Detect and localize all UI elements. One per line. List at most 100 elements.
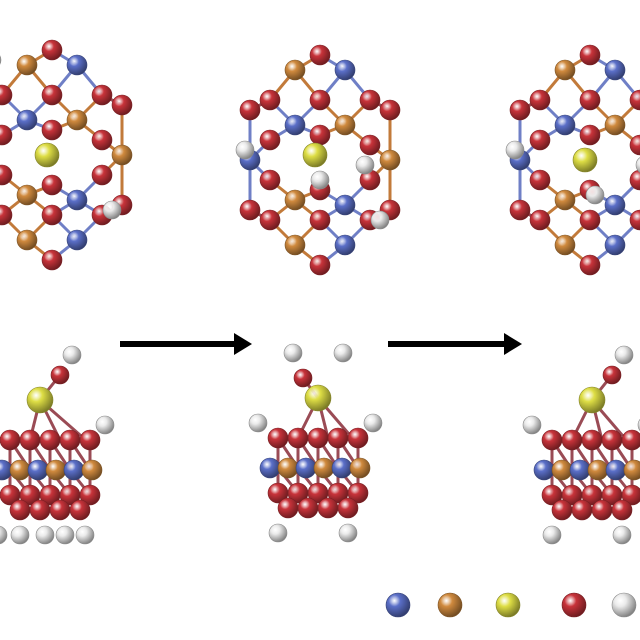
white-atom	[35, 525, 55, 545]
reaction-arrow-2	[388, 333, 522, 355]
red-atom	[259, 169, 281, 191]
red-atom	[50, 365, 70, 385]
white-atom	[370, 210, 390, 230]
red-atom	[551, 499, 573, 521]
red-atom	[347, 482, 369, 504]
red-atom	[561, 429, 583, 451]
red-atom	[41, 204, 63, 226]
white-atom	[55, 525, 75, 545]
red-atom	[509, 199, 531, 221]
orange-atom	[334, 114, 356, 136]
red-atom	[579, 209, 601, 231]
white-atom	[62, 345, 82, 365]
red-atom	[59, 429, 81, 451]
blue-atom	[295, 457, 317, 479]
white-atom	[338, 523, 358, 543]
red-atom	[0, 204, 13, 226]
yellow-atom	[302, 142, 328, 168]
red-atom	[309, 209, 331, 231]
red-atom	[611, 499, 633, 521]
red-atom	[309, 254, 331, 276]
blue-atom	[533, 459, 555, 481]
blue-atom	[604, 234, 626, 256]
red-atom	[621, 429, 640, 451]
red-atom	[629, 134, 640, 156]
red-atom	[621, 484, 640, 506]
arrow-layer	[120, 333, 522, 355]
white-atom	[75, 525, 95, 545]
red-atom	[629, 209, 640, 231]
red-atom	[41, 84, 63, 106]
red-atom	[579, 44, 601, 66]
blue-atom	[284, 114, 306, 136]
red-atom	[359, 89, 381, 111]
red-atom	[629, 89, 640, 111]
red-atom	[41, 119, 63, 141]
white-atom	[355, 155, 375, 175]
red-atom	[41, 174, 63, 196]
red-atom	[293, 368, 313, 388]
red-atom	[41, 249, 63, 271]
blue-atom	[604, 59, 626, 81]
red-atom	[91, 84, 113, 106]
reaction-arrow-1	[120, 333, 252, 355]
red-atom	[602, 365, 622, 385]
red-atom	[41, 39, 63, 61]
orange-atom	[349, 457, 371, 479]
orange-atom	[623, 459, 640, 481]
blue-atom	[334, 234, 356, 256]
white-atom	[95, 415, 115, 435]
side-view-structure-1	[0, 345, 115, 545]
red-atom	[359, 134, 381, 156]
red-atom	[337, 497, 359, 519]
white-atom	[10, 525, 30, 545]
orange-atom	[66, 109, 88, 131]
white-atom	[585, 185, 605, 205]
orange-atom	[284, 234, 306, 256]
orange-atom	[379, 149, 401, 171]
red-atom	[39, 429, 61, 451]
white-atom	[248, 413, 268, 433]
red-atom	[541, 429, 563, 451]
orange-atom	[16, 184, 38, 206]
red-atom	[579, 124, 601, 146]
red-atom	[267, 427, 289, 449]
red-atom	[49, 499, 71, 521]
legend-red-atom	[561, 592, 587, 618]
blue-atom	[604, 194, 626, 216]
red-atom	[309, 124, 331, 146]
top-view-structure-3	[505, 44, 640, 276]
red-atom	[579, 254, 601, 276]
blue-atom	[569, 459, 591, 481]
white-atom	[505, 140, 525, 160]
red-atom	[579, 89, 601, 111]
blue-atom	[554, 114, 576, 136]
white-atom	[522, 415, 542, 435]
red-atom	[529, 209, 551, 231]
orange-atom	[284, 59, 306, 81]
blue-atom	[66, 189, 88, 211]
blue-atom	[259, 457, 281, 479]
red-atom	[69, 499, 91, 521]
red-atom	[0, 429, 21, 451]
orange-atom	[9, 459, 31, 481]
red-atom	[309, 44, 331, 66]
yellow-atom	[26, 386, 54, 414]
red-atom	[509, 99, 531, 121]
legend-orange-atom	[437, 592, 463, 618]
yellow-atom	[34, 142, 60, 168]
blue-atom	[334, 194, 356, 216]
red-atom	[259, 209, 281, 231]
white-atom	[283, 343, 303, 363]
red-atom	[347, 427, 369, 449]
red-atom	[601, 429, 623, 451]
orange-atom	[81, 459, 103, 481]
red-atom	[529, 169, 551, 191]
atom-layer	[0, 39, 640, 545]
white-atom	[268, 523, 288, 543]
orange-atom	[277, 457, 299, 479]
red-atom	[79, 484, 101, 506]
blue-atom	[66, 229, 88, 251]
orange-atom	[604, 114, 626, 136]
